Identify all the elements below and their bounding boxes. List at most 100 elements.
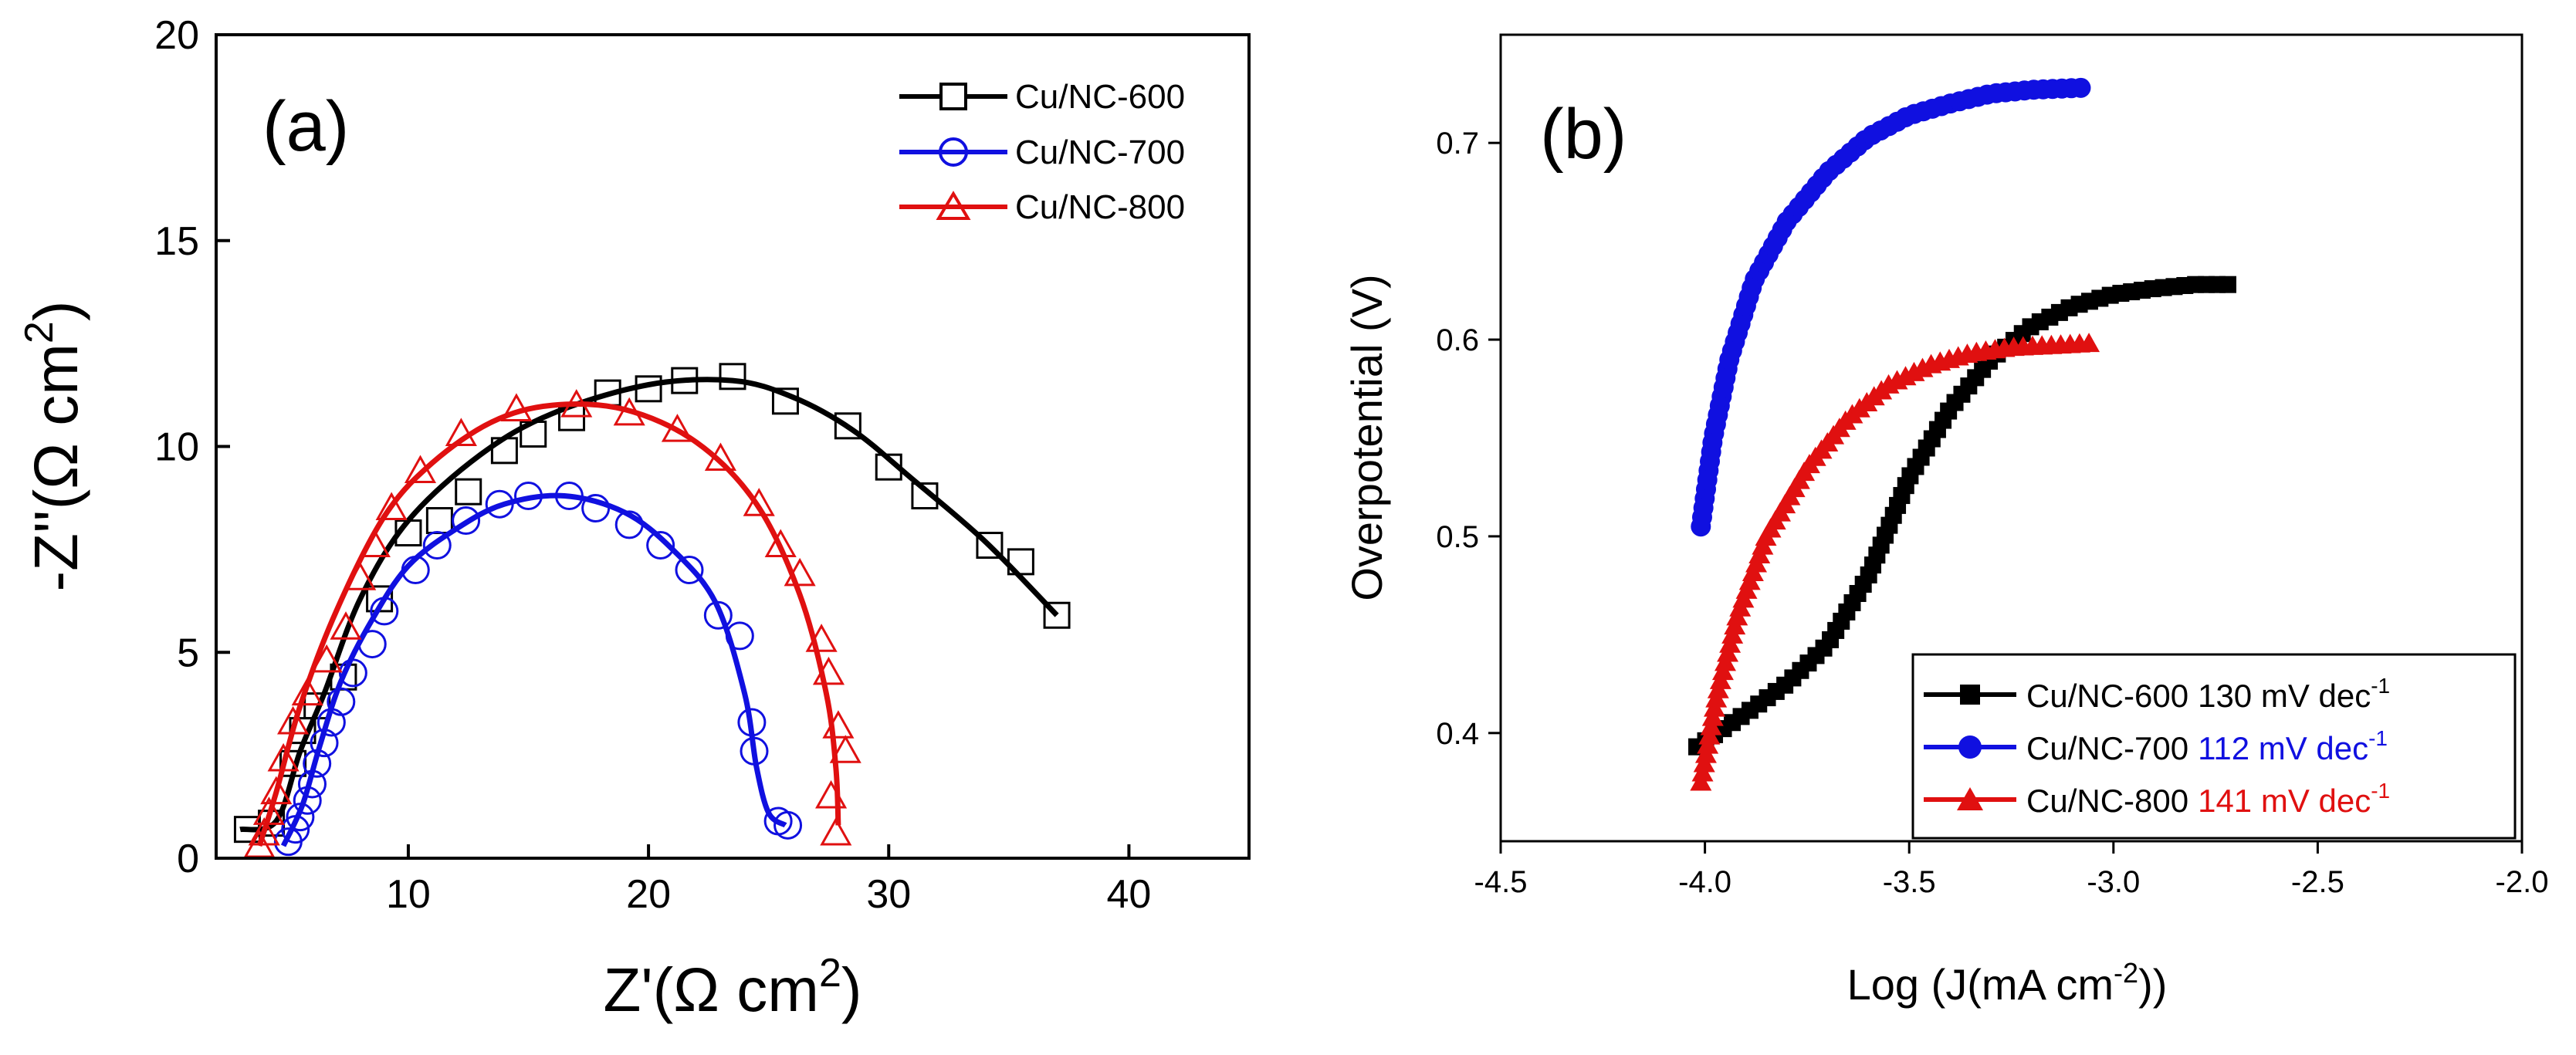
data-point	[834, 412, 861, 440]
legend-label-cu-nc-800: Cu/NC-800	[1015, 188, 1185, 226]
legend-marker-square	[1960, 685, 1980, 705]
fit-line-cu-nc-600	[239, 377, 1059, 833]
y-tick-label: 15	[154, 219, 199, 264]
fit-line-cu-nc-800	[256, 401, 841, 847]
data-point	[613, 397, 645, 426]
data-point	[820, 817, 852, 846]
data-point	[771, 387, 799, 415]
data-point	[635, 375, 662, 403]
data-point	[520, 420, 547, 448]
data-point	[2219, 276, 2236, 293]
legend-entry-cu-nc-800: Cu/NC-800	[899, 188, 1185, 226]
data-point	[327, 687, 356, 716]
data-point	[286, 803, 315, 832]
data-point	[344, 562, 377, 590]
panel-a-label: (a)	[262, 87, 349, 166]
y-tick-label: 10	[154, 425, 199, 470]
legend-label-cu-nc-600: Cu/NC-600	[1015, 78, 1185, 116]
data-point	[737, 708, 767, 737]
data-point	[267, 742, 300, 772]
x-tick-label: 10	[386, 872, 431, 917]
data-point	[293, 786, 322, 815]
data-point	[560, 389, 593, 418]
data-point	[375, 492, 408, 521]
legend-entry-cu-nc-600: Cu/NC-600	[899, 78, 1185, 116]
data-point	[425, 507, 453, 535]
data-point	[703, 600, 733, 630]
data-point	[1007, 548, 1034, 576]
data-point	[581, 494, 611, 523]
legend-label-cu-nc-700: Cu/NC-700	[1015, 134, 1185, 171]
series-cu-nc-700	[1691, 77, 2091, 537]
data-point	[661, 414, 693, 442]
panel-b-legend: Cu/NC-600 130 mV dec-1 Cu/NC-700 112 mV de…	[1911, 653, 2517, 840]
data-point	[554, 482, 584, 511]
x-tick-label: -3.0	[2087, 865, 2140, 899]
legend-label-cu-nc-600: Cu/NC-600 130 mV dec-1	[2026, 674, 2390, 714]
data-point	[277, 705, 310, 735]
legend-entry-cu-nc-800: Cu/NC-800 141 mV dec-1	[1924, 779, 2390, 819]
data-point	[514, 482, 543, 511]
data-point	[805, 624, 838, 652]
x-tick-label: -4.0	[1678, 865, 1731, 899]
data-point	[725, 621, 754, 651]
data-point	[614, 510, 644, 539]
curve-line-cu-nc-700	[1698, 85, 2081, 527]
data-point	[291, 677, 323, 706]
legend-label-cu-nc-800: Cu/NC-800 141 mV dec-1	[2026, 779, 2390, 819]
data-point	[784, 557, 816, 587]
data-point	[394, 519, 422, 547]
data-point	[357, 630, 387, 659]
data-point	[490, 437, 518, 465]
data-point	[646, 531, 675, 560]
data-point	[822, 710, 855, 739]
data-point	[976, 532, 1004, 560]
legend-marker-triangle	[936, 191, 971, 220]
data-point	[719, 363, 746, 391]
data-point	[422, 531, 452, 560]
legend-entry-cu-nc-700: Cu/NC-700	[899, 134, 1185, 171]
legend-entry-cu-nc-700: Cu/NC-700 112 mV dec-1	[1924, 726, 2388, 766]
x-tick-label: 40	[1106, 872, 1151, 917]
panel-b-data-layer	[1688, 77, 2236, 791]
data-point	[773, 810, 803, 840]
data-point	[2070, 77, 2091, 98]
data-point	[764, 529, 797, 558]
data-point	[485, 489, 514, 519]
legend-label-cu-nc-700: Cu/NC-700 112 mV dec-1	[2026, 726, 2388, 766]
data-point	[452, 506, 481, 536]
series-cu-nc-700	[273, 482, 803, 857]
x-tick-label: -4.5	[1474, 865, 1528, 899]
data-point	[358, 529, 391, 558]
panel-b-label: (b)	[1540, 95, 1627, 174]
panel-b-x-axis-title: Log (J(mA cm-2))	[1847, 957, 2168, 1009]
series-cu-nc-800	[1690, 333, 2100, 791]
x-tick-label: 20	[626, 872, 671, 917]
data-point	[297, 769, 327, 799]
series-cu-nc-600	[1688, 276, 2236, 756]
data-point	[500, 393, 533, 421]
x-tick-label: -2.0	[2496, 865, 2549, 899]
legend-marker-triangle	[1957, 787, 1983, 810]
series-cu-nc-800	[243, 389, 861, 858]
panel-a-data-layer	[233, 363, 1071, 858]
panel-a-ticks: 10 20 30 40 0 5 10 15 20	[154, 13, 1151, 917]
data-point	[1043, 601, 1071, 629]
x-tick-label: -3.5	[1883, 865, 1936, 899]
panel-b-tafel-chart: -4.5 -4.0 -3.5 -3.0 -2.5 -2.0 0.4 0.5 0.6 0.7 (b)…	[1342, 33, 2548, 1009]
data-point	[743, 488, 775, 516]
panel-a-legend: Cu/NC-600 Cu/NC-700 Cu/NC-800	[899, 78, 1185, 226]
x-tick-label: -2.5	[2291, 865, 2344, 899]
data-point	[455, 478, 482, 506]
data-point	[279, 749, 307, 777]
data-point	[281, 815, 310, 844]
data-point	[675, 556, 704, 585]
data-point	[829, 735, 861, 763]
panel-b-ticks: -4.5 -4.0 -3.5 -3.0 -2.5 -2.0 0.4 0.5 0.6 0.7	[1436, 127, 2548, 899]
fit-line-cu-nc-700	[280, 492, 787, 847]
data-point	[875, 453, 902, 481]
data-point	[310, 729, 339, 758]
data-point	[911, 482, 939, 510]
y-tick-label: 5	[177, 631, 199, 675]
